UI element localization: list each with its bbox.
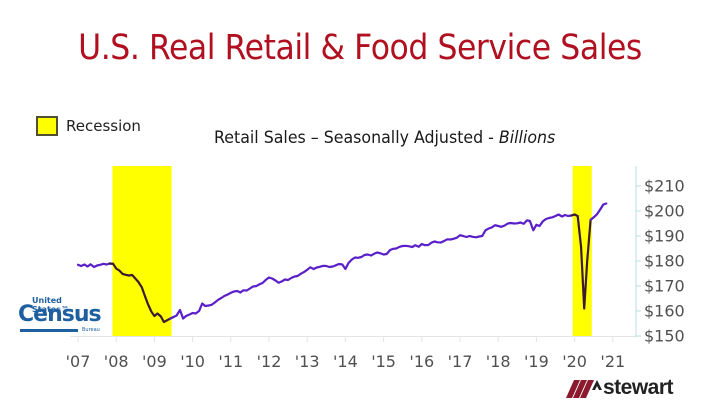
- subtitle-main: Retail Sales – Seasonally Adjusted -: [214, 128, 499, 148]
- x-tick-label: '07: [65, 352, 91, 371]
- x-tick-label: '13: [294, 352, 320, 371]
- sales-line: [108, 262, 175, 324]
- y-tick-label: $170: [644, 276, 685, 296]
- chart-legend: Recession: [36, 116, 141, 136]
- y-tick-label: $190: [644, 226, 685, 246]
- chart-series: [76, 202, 608, 324]
- x-tick-label: '12: [256, 352, 282, 371]
- recession-bands: [112, 166, 592, 336]
- y-tick-label: $160: [644, 301, 685, 321]
- sales-line: [169, 213, 576, 320]
- x-tick-label: '15: [371, 352, 396, 371]
- stewart-mark-icon: [566, 380, 602, 398]
- stewart-wordmark: stewart: [603, 376, 674, 399]
- y-tick-label: $180: [644, 251, 685, 271]
- y-tick-label: $150: [644, 326, 685, 346]
- stewart-logo: stewart: [566, 376, 674, 399]
- y-tick-label: $200: [644, 201, 685, 221]
- sales-line: [589, 202, 608, 221]
- sales-line: [570, 213, 595, 310]
- x-tick-label: '14: [333, 352, 358, 371]
- x-tick-label: '20: [562, 352, 587, 371]
- chart-axes: [70, 166, 641, 342]
- x-tick-label: '09: [142, 352, 167, 371]
- recession-swatch: [36, 116, 58, 136]
- x-tick-label: '18: [485, 352, 511, 371]
- subtitle-units: Billions: [498, 128, 556, 148]
- recession-band: [112, 166, 172, 336]
- x-tick-label: '10: [180, 352, 205, 371]
- x-tick-label: '16: [409, 352, 435, 371]
- sales-line: [76, 262, 115, 269]
- census-logo-top: United States™: [32, 296, 69, 314]
- x-tick-label: '17: [447, 352, 473, 371]
- y-tick-label: $210: [644, 176, 685, 196]
- x-tick-label: '19: [524, 352, 549, 371]
- census-logo-bar: [20, 329, 78, 332]
- census-logo-bottom: Bureau: [82, 327, 100, 333]
- legend-label: Recession: [66, 117, 141, 135]
- chart-subtitle: Retail Sales – Seasonally Adjusted - Bil…: [214, 128, 555, 148]
- page-title: U.S. Real Retail & Food Service Sales: [78, 28, 642, 68]
- x-tick-label: '11: [218, 352, 244, 371]
- census-logo-main: Census: [18, 302, 102, 327]
- x-tick-label: '21: [600, 352, 626, 371]
- census-bureau-logo: United States™ Census Bureau: [18, 296, 102, 336]
- x-tick-label: '08: [103, 352, 129, 371]
